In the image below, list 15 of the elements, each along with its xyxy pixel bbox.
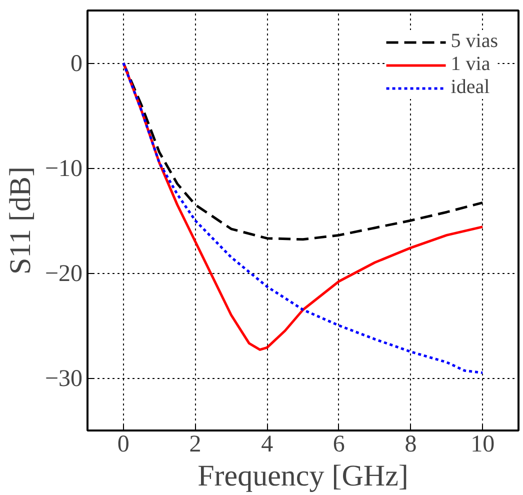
- x-tick-label: 8: [404, 432, 417, 458]
- legend-label: 1 via: [450, 53, 490, 76]
- legend-label: ideal: [450, 76, 490, 99]
- x-tick-label: 10: [470, 432, 495, 458]
- y-tick-label: 0: [70, 51, 82, 77]
- x-tick-label: 0: [117, 432, 130, 458]
- y-axis-title: S11 [dB]: [4, 166, 37, 275]
- x-axis-title: Frequency [GHz]: [198, 460, 408, 492]
- y-tick-label: −10: [44, 156, 83, 182]
- y-tick-label: −30: [44, 366, 83, 392]
- y-tick-label: −20: [44, 261, 83, 287]
- x-tick-label: 2: [189, 432, 202, 458]
- x-tick-label: 6: [332, 432, 345, 458]
- x-tick-label: 4: [261, 432, 274, 458]
- legend-label: 5 vias: [450, 30, 498, 53]
